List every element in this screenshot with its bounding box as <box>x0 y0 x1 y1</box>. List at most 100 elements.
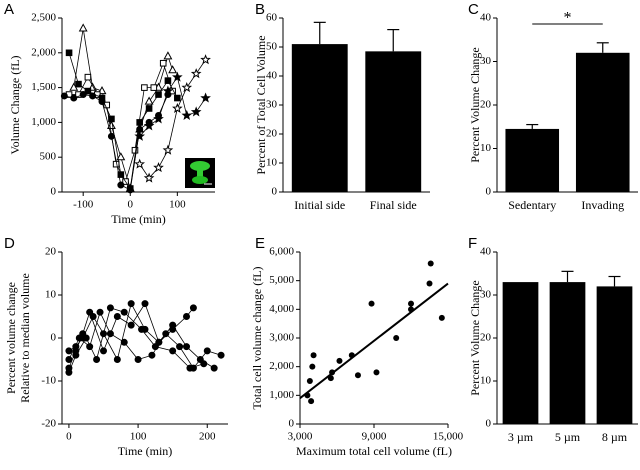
marker <box>164 77 172 84</box>
marker <box>75 80 82 88</box>
bar <box>502 282 539 424</box>
marker <box>126 186 134 194</box>
y-axis-label: Relative to median volume <box>18 273 32 403</box>
point <box>310 352 317 359</box>
x-tick-label: Sedentary <box>508 198 556 212</box>
y-tick-label: 0 <box>486 186 492 198</box>
marker <box>113 356 121 363</box>
point <box>438 314 445 321</box>
x-axis-label: Time (min) <box>111 212 166 226</box>
bar <box>365 51 422 192</box>
point <box>368 300 375 307</box>
bar <box>596 286 633 424</box>
y-tick-label: 3,000 <box>269 332 294 344</box>
panel-letter: B <box>255 1 265 18</box>
y-axis-label: Volume Change (fL) <box>8 55 22 154</box>
y-tick-label: 5,000 <box>269 274 294 286</box>
marker <box>159 59 167 67</box>
y-tick-label: 50 <box>266 41 278 53</box>
panel-letter: F <box>468 235 477 252</box>
marker <box>134 158 145 169</box>
bar <box>549 282 586 424</box>
marker <box>169 321 177 329</box>
point <box>393 335 400 341</box>
y-tick-label: 30 <box>480 289 492 301</box>
x-tick-label: 8 µm <box>602 430 628 444</box>
marker <box>144 96 154 105</box>
y-tick-label: 0 <box>272 186 278 198</box>
marker <box>65 368 73 376</box>
y-tick-label: 10 <box>480 375 492 387</box>
y-tick-label: 40 <box>480 12 492 24</box>
y-tick-label: 20 <box>480 332 492 344</box>
marker <box>136 119 143 126</box>
point <box>336 357 343 364</box>
point <box>373 369 380 376</box>
y-tick-label: 30 <box>480 55 492 67</box>
marker <box>78 23 88 32</box>
y-axis-label: Percent volume change <box>4 282 18 394</box>
panel-letter: A <box>4 1 14 18</box>
marker <box>84 87 92 95</box>
marker <box>65 356 73 363</box>
point <box>308 398 315 405</box>
marker <box>168 65 178 74</box>
x-tick-label: 0 <box>66 431 72 443</box>
marker <box>117 181 125 189</box>
x-axis-label: Maximum total cell volume (fL) <box>296 444 452 458</box>
y-tick-label: 1,500 <box>31 81 56 93</box>
marker <box>70 94 78 102</box>
marker <box>98 98 106 106</box>
inset-image <box>185 158 215 188</box>
marker <box>148 351 156 359</box>
y-tick-label: 1,000 <box>269 389 294 401</box>
marker <box>60 92 68 100</box>
marker <box>162 85 174 96</box>
y-tick-label: 40 <box>480 246 492 258</box>
y-axis-label: Percent Volume Change <box>468 280 482 396</box>
marker <box>117 171 125 178</box>
marker <box>127 321 135 329</box>
marker <box>120 338 128 346</box>
x-tick-label: -100 <box>73 199 94 211</box>
marker <box>65 49 73 57</box>
marker <box>162 144 174 155</box>
marker <box>172 71 183 82</box>
point <box>327 375 334 382</box>
x-tick-label: 9,000 <box>362 431 387 443</box>
marker <box>181 109 193 120</box>
marker <box>190 68 202 79</box>
marker <box>108 115 115 123</box>
y-tick-label: 0 <box>486 418 492 430</box>
y-tick-label: 2,500 <box>31 12 56 24</box>
y-tick-label: 500 <box>40 151 57 163</box>
marker <box>200 92 211 103</box>
y-axis-label: Percent of Total Cell Volume <box>254 35 268 174</box>
y-tick-label: 0 <box>51 186 57 198</box>
marker <box>75 334 83 342</box>
marker <box>163 51 173 60</box>
marker <box>181 82 193 93</box>
marker <box>138 325 146 333</box>
x-tick-label: 200 <box>199 431 216 443</box>
marker <box>189 304 197 312</box>
marker <box>141 84 148 91</box>
y-tick-label: 40 <box>266 70 278 82</box>
y-axis-label: Percent Volume Change <box>468 47 482 163</box>
marker <box>96 308 104 316</box>
marker <box>151 343 159 351</box>
y-tick-label: -20 <box>41 418 56 430</box>
marker <box>183 313 190 320</box>
point <box>329 369 336 376</box>
marker <box>145 105 153 112</box>
y-tick-label: -10 <box>41 375 56 387</box>
point <box>348 352 355 359</box>
marker <box>127 300 135 308</box>
marker <box>200 360 208 368</box>
x-tick-label: 5 µm <box>555 430 581 444</box>
marker <box>79 91 87 99</box>
marker <box>190 106 202 117</box>
x-axis-label: Time (min) <box>118 444 173 458</box>
x-tick-label: 100 <box>169 199 186 211</box>
